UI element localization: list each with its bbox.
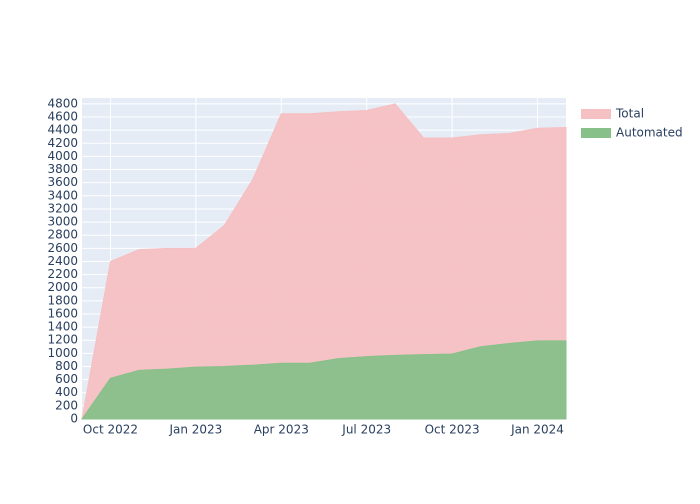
y-tick-label: 2600 (47, 241, 78, 255)
y-tick-label: 3600 (47, 175, 78, 189)
y-tick-label: 1800 (47, 293, 78, 307)
y-tick-label: 800 (55, 359, 78, 373)
y-tick-label: 1200 (47, 333, 78, 347)
y-tick-label: 4600 (47, 110, 78, 124)
y-tick-label: 0 (70, 412, 78, 426)
y-tick-label: 3400 (47, 188, 78, 202)
y-tick-label: 2200 (47, 267, 78, 281)
area (81, 103, 567, 420)
y-tick-label: 4800 (47, 96, 78, 110)
x-tick-label: Jan 2024 (510, 423, 564, 437)
legend-label[interactable]: Total (615, 107, 644, 121)
y-tick-label: 4000 (47, 149, 78, 163)
y-tick-label: 1400 (47, 320, 78, 334)
y-tick-label: 1600 (47, 306, 78, 320)
y-tick-label: 2000 (47, 280, 78, 294)
y-tick-label: 4400 (47, 123, 78, 137)
x-tick-label: Jan 2023 (168, 423, 222, 437)
y-tick-label: 3200 (47, 201, 78, 215)
y-tick-label: 200 (55, 398, 78, 412)
legend-label[interactable]: Automated (616, 126, 683, 140)
area (81, 340, 567, 420)
y-tick-label: 400 (55, 385, 78, 399)
x-tick-label: Oct 2023 (425, 423, 480, 437)
legend-swatch (581, 109, 611, 119)
y-tick-label: 3800 (47, 162, 78, 176)
y-tick-label: 2800 (47, 228, 78, 242)
x-tick-label: Oct 2022 (83, 423, 138, 437)
x-tick-label: Apr 2023 (254, 423, 309, 437)
y-tick-label: 3000 (47, 215, 78, 229)
y-tick-label: 2400 (47, 254, 78, 268)
legend-swatch (581, 128, 611, 138)
y-tick-label: 1000 (47, 346, 78, 360)
x-tick-label: Jul 2023 (341, 423, 391, 437)
y-tick-label: 4200 (47, 136, 78, 150)
y-tick-label: 600 (55, 372, 78, 386)
